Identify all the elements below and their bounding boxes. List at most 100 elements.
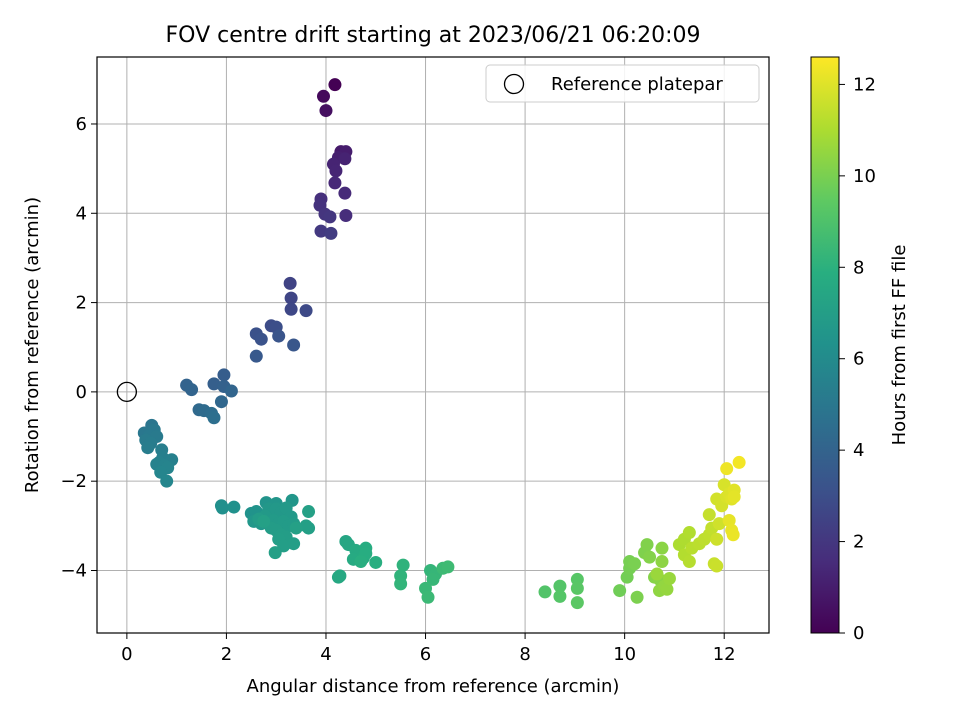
y-tick-label: −2: [60, 471, 87, 492]
data-point: [630, 590, 644, 604]
y-axis-ticks: −4 −2 0 2 4 6: [60, 114, 97, 581]
y-axis-label: Rotation from reference (arcmin): [22, 197, 43, 493]
data-point: [613, 584, 627, 598]
data-point: [224, 384, 238, 398]
colorbar-tick-label: 0: [853, 623, 864, 644]
colorbar-tick-label: 2: [853, 532, 864, 553]
x-tick-label: 6: [420, 644, 431, 665]
data-point: [682, 526, 696, 540]
x-tick-label: 4: [320, 644, 331, 665]
data-point: [660, 582, 674, 596]
x-axis-label: Angular distance from reference (arcmin): [247, 676, 620, 697]
legend: Reference platepar: [485, 64, 760, 103]
data-point: [727, 490, 741, 504]
data-point: [207, 377, 221, 391]
data-point: [328, 78, 342, 92]
data-point: [570, 572, 584, 586]
data-point: [185, 383, 199, 397]
data-point: [722, 513, 736, 527]
chart-title: FOV centre drift starting at 2023/06/21 …: [166, 23, 701, 48]
data-point: [328, 176, 342, 190]
colorbar-tick-label: 6: [853, 349, 864, 370]
data-points: [137, 78, 746, 610]
data-point: [338, 152, 352, 166]
data-point: [324, 226, 338, 240]
data-point: [227, 500, 241, 514]
data-point: [284, 302, 298, 316]
data-point: [710, 559, 724, 573]
colorbar-tick-label: 10: [853, 166, 876, 187]
data-point: [289, 521, 303, 535]
data-point: [339, 209, 353, 223]
y-tick-label: 2: [76, 293, 87, 314]
data-point: [299, 304, 313, 318]
data-point: [726, 528, 740, 542]
data-point: [570, 596, 584, 610]
data-point: [316, 89, 330, 103]
y-tick-label: 4: [76, 203, 87, 224]
data-point: [217, 368, 231, 382]
colorbar-gradient: [810, 56, 840, 634]
data-point: [141, 441, 155, 455]
data-point: [394, 577, 408, 591]
data-point: [553, 579, 567, 593]
x-tick-label: 2: [221, 644, 232, 665]
y-tick-label: −4: [60, 560, 87, 581]
data-point: [710, 532, 724, 546]
data-point: [249, 349, 263, 363]
colorbar-label: Hours from first FF file: [889, 245, 910, 446]
data-point: [287, 338, 301, 352]
data-point: [553, 589, 567, 603]
data-point: [215, 501, 229, 515]
grid-lines: [97, 57, 769, 633]
data-point: [538, 585, 552, 599]
data-point: [396, 558, 410, 572]
data-point: [441, 560, 455, 574]
data-point: [732, 455, 746, 469]
colorbar-tick-label: 8: [853, 257, 864, 278]
data-point: [329, 164, 343, 178]
data-point: [655, 555, 669, 569]
x-tick-label: 12: [713, 644, 736, 665]
x-tick-label: 0: [121, 644, 132, 665]
data-point: [333, 569, 347, 583]
data-point: [570, 581, 584, 595]
reference-marker: [116, 381, 138, 403]
data-point: [628, 557, 642, 571]
data-point: [662, 572, 676, 586]
data-point: [720, 462, 734, 476]
y-tick-label: 0: [76, 382, 87, 403]
legend-box: [485, 64, 760, 103]
data-point: [682, 555, 696, 569]
data-point: [338, 186, 352, 200]
data-point: [287, 537, 301, 551]
data-point: [302, 521, 316, 535]
data-point: [369, 555, 383, 569]
data-point: [284, 291, 298, 305]
data-point: [426, 572, 440, 586]
data-point: [640, 538, 654, 552]
reference-platepar-point: [116, 381, 138, 403]
data-point: [319, 104, 333, 118]
data-point: [323, 210, 337, 224]
data-point: [254, 332, 268, 346]
x-axis-ticks: 0 2 4 6 8 10 12: [121, 633, 736, 665]
plot-frame: [96, 56, 770, 634]
data-point: [314, 224, 328, 238]
y-tick-label: 6: [76, 114, 87, 135]
data-point: [702, 508, 716, 522]
colorbar: 0 2 4 6 8 10 12 Hours from first FF file: [810, 56, 910, 644]
legend-marker-icon: [503, 73, 525, 95]
x-tick-label: 10: [613, 644, 636, 665]
data-point: [712, 517, 726, 531]
data-point: [257, 514, 271, 528]
data-point: [643, 550, 657, 564]
colorbar-ticks: 0 2 4 6 8 10 12: [839, 74, 876, 644]
data-point: [283, 276, 297, 290]
colorbar-tick-label: 4: [853, 440, 864, 461]
legend-entry-label: Reference platepar: [551, 74, 723, 95]
data-point: [268, 546, 282, 560]
data-point: [354, 555, 368, 569]
